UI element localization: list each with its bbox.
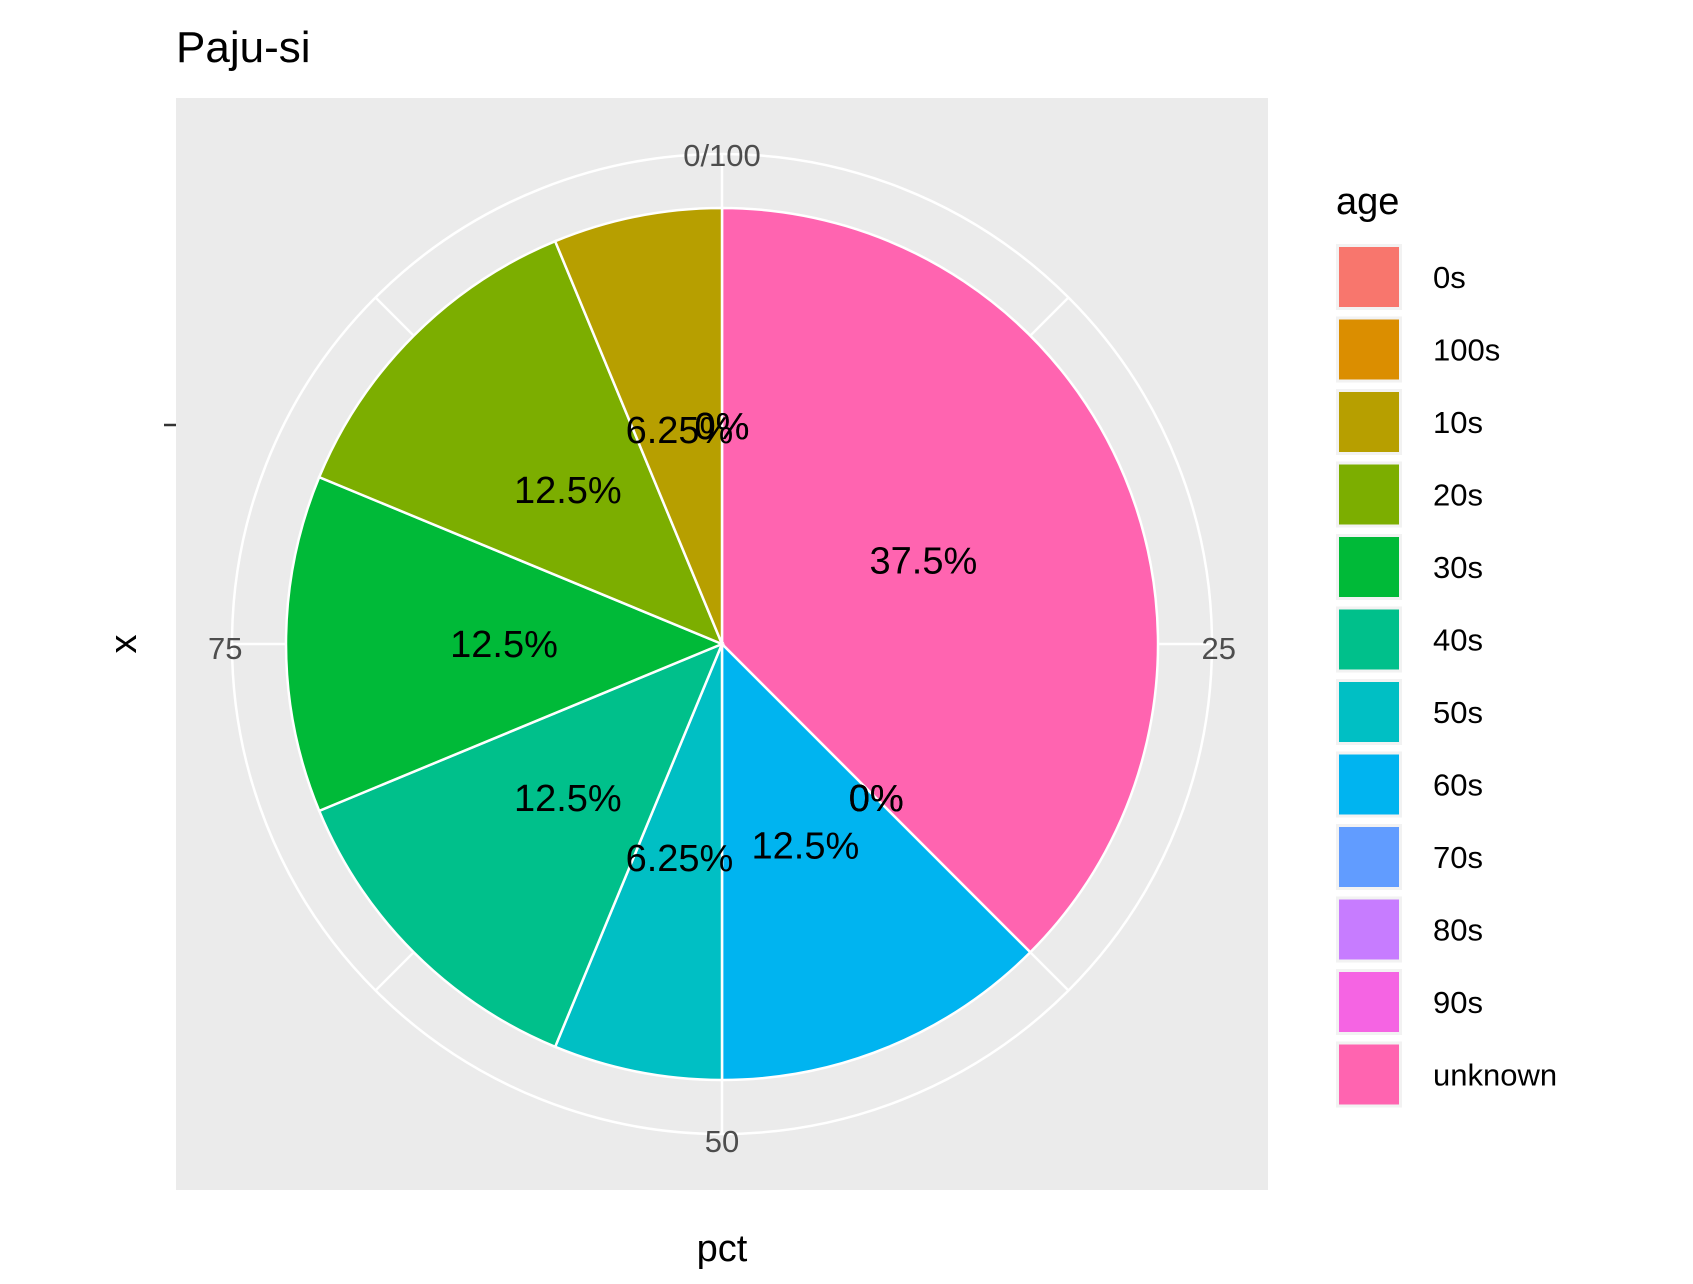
slice-label-70s: 0% (849, 778, 904, 820)
legend-swatch-90s (1339, 972, 1399, 1032)
legend-label-30s: 30s (1433, 550, 1483, 585)
theta-tick-label: 75 (208, 631, 242, 666)
slice-10s (553, 206, 724, 645)
slice-label-40s: 12.5% (514, 778, 622, 820)
legend-swatch-60s (1339, 754, 1399, 815)
chart-title: Paju-si (176, 23, 311, 72)
slice-label-unknown: 37.5% (870, 541, 978, 583)
legend-swatch-0s (1339, 247, 1399, 307)
theta-tick-label: 0/100 (683, 138, 761, 173)
slice-label-90s: 0% (849, 778, 904, 820)
legend-label-80s: 80s (1433, 913, 1483, 948)
slice-50s (553, 643, 724, 1082)
legend-swatch-unknown (1339, 1044, 1399, 1105)
legend-label-10s: 10s (1433, 405, 1483, 440)
legend-swatch-40s (1339, 609, 1399, 670)
legend-swatch-50s (1339, 682, 1399, 742)
slice-30s (284, 475, 726, 813)
slice-20s (317, 239, 725, 647)
slice-label-20s: 12.5% (514, 470, 622, 512)
theta-ticks: 0/100 25 50 75 (208, 138, 1236, 1159)
legend-label-60s: 60s (1433, 768, 1483, 803)
legend-swatch-70s (1339, 827, 1399, 887)
legend-label-40s: 40s (1433, 623, 1483, 658)
legend-swatch-100s (1339, 319, 1399, 380)
slice-label-10s: 6.25% (626, 410, 734, 452)
legend-label-0s: 0s (1433, 260, 1466, 295)
legend-title: age (1336, 181, 1399, 223)
slice-unknown (720, 206, 1160, 955)
slice-label-30s: 12.5% (450, 624, 558, 666)
theta-tick-label: 50 (705, 1124, 739, 1159)
slice-labels: 37.5%0%0%0%12.5%6.25%12.5%12.5%12.5%6.25… (450, 406, 977, 880)
legend: age 0s 100s 10s 20s 30s 40s 50s 60s 70s 80s 90s unk… (1336, 181, 1557, 1108)
slice-label-60s: 12.5% (752, 825, 860, 867)
slice-label-100s: 0% (695, 406, 750, 448)
legend-swatch-30s (1339, 537, 1399, 597)
legend-label-50s: 50s (1433, 695, 1483, 730)
legend-label-100s: 100s (1433, 333, 1500, 368)
legend-swatch-80s (1339, 899, 1399, 960)
legend-label-90s: 90s (1433, 985, 1483, 1020)
slice-label-0s: 0% (695, 406, 750, 448)
legend-label-70s: 70s (1433, 840, 1483, 875)
y-axis-title: x (103, 635, 145, 654)
x-axis-title: pct (697, 1228, 748, 1270)
slice-label-50s: 6.25% (626, 838, 734, 880)
legend-swatch-10s (1339, 392, 1399, 452)
slice-label-80s: 0% (849, 778, 904, 820)
legend-label-20s: 20s (1433, 478, 1483, 513)
slice-40s (317, 641, 725, 1049)
theta-tick-label: 25 (1202, 631, 1236, 666)
legend-swatch-20s (1339, 464, 1399, 525)
slice-60s (720, 640, 1033, 1082)
pie-slices (284, 206, 1160, 1082)
legend-label-unknown: unknown (1433, 1058, 1557, 1093)
